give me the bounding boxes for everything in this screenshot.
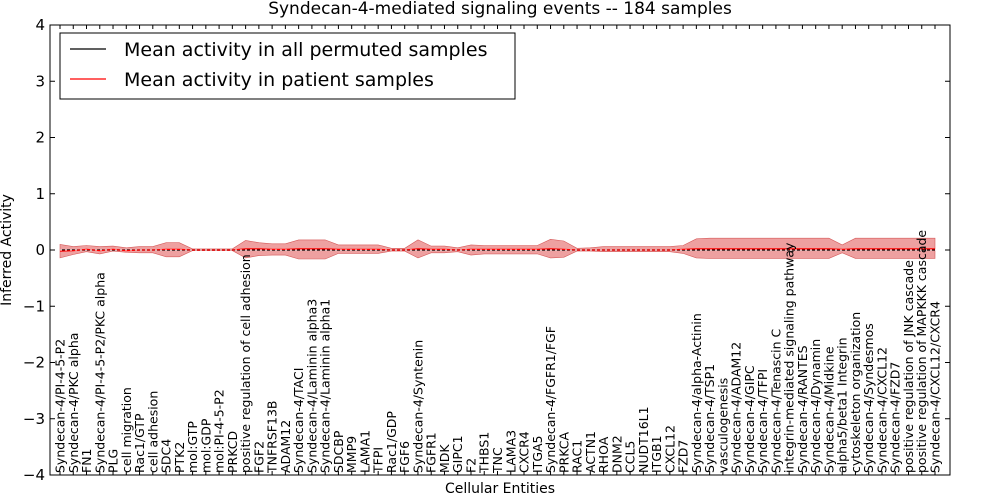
- x-tick-label: PTK2: [172, 442, 187, 473]
- x-tick-label: SDC4: [159, 439, 174, 473]
- legend: Mean activity in all permuted samples Me…: [59, 32, 516, 100]
- x-tick-label: Rac1/GTP: [132, 413, 147, 473]
- x-tick-label: mol:GDP: [198, 418, 213, 473]
- x-tick-label: cytoskeleton organization: [848, 312, 863, 473]
- x-tick-label: LAMA3: [503, 430, 518, 473]
- y-tick-labels: −4 −3 −2 −1 0 1 2 3 4: [23, 16, 950, 484]
- legend-box: [59, 32, 516, 100]
- x-tick-label: Rac1/GDP: [384, 411, 399, 473]
- x-tick-label: Syndecan-4/Dynamin: [808, 339, 823, 473]
- x-tick-label: Syndecan-4/FGFR1/FGF: [543, 326, 558, 473]
- x-tick-label: Syndecan-4/alpha-Actinin: [689, 313, 704, 473]
- x-tick-label: integrin-mediated signaling pathway: [782, 242, 797, 473]
- x-tick-label: F2: [464, 458, 479, 473]
- x-tick-label: NUDT16L1: [636, 406, 651, 473]
- plot-area: [50, 237, 950, 260]
- x-tick-label: Syndecan-4/TFPI: [755, 369, 770, 473]
- axes-frame: [49, 24, 951, 476]
- y-tick-label: 1: [35, 185, 45, 203]
- x-tick-label: CXCR4: [517, 431, 532, 473]
- x-tick-label: FGF2: [251, 441, 266, 473]
- y-tick-label: −4: [23, 466, 45, 484]
- x-tick-label: Syndecan-4/ADAM12: [729, 342, 744, 473]
- x-tick-label: Syndecan-4/Laminin alpha3: [304, 299, 319, 473]
- x-tick-label: Syndecan-4/Tenascin C: [768, 328, 783, 473]
- x-tick-label: DNM2: [609, 435, 624, 473]
- x-tick-label: Syndecan-4/CXCL12: [875, 347, 890, 473]
- x-tick-label: MMP9: [344, 436, 359, 473]
- x-tick-label: THBS1: [477, 432, 492, 474]
- x-tick-label: Syndecan-4/CXCL12/CXCR4: [928, 301, 943, 473]
- x-tick-label: positive regulation of MAPKKK cascade: [914, 230, 929, 473]
- y-tick-label: 4: [35, 16, 45, 34]
- x-tick-label: CCL5: [623, 441, 638, 473]
- x-tick-label: FZD7: [676, 440, 691, 473]
- x-tick-label: Syndecan-4/Syndesmos: [861, 323, 876, 473]
- x-tick-label: GIPC1: [450, 435, 465, 473]
- x-tick-label: PLG: [106, 449, 121, 473]
- x-tick-label: vasculogenesis: [715, 378, 730, 473]
- patient-spread-band: [59, 237, 936, 260]
- x-tick-label: alpha5/beta1 Integrin: [835, 337, 850, 473]
- y-axis-label: Inferred Activity: [0, 194, 15, 306]
- chart-title: Syndecan-4-mediated signaling events -- …: [268, 0, 732, 19]
- x-tick-label: RHOA: [596, 436, 611, 473]
- x-tick-label: positive regulation of JNK cascade: [901, 260, 916, 473]
- x-tick-label: TFPI: [371, 447, 386, 474]
- x-tick-label: Syndecan-4/Laminin alpha1: [318, 299, 333, 473]
- legend-label-permuted: Mean activity in all permuted samples: [124, 39, 487, 61]
- x-tick-label: MDK: [437, 444, 452, 473]
- x-tick-label: positive regulation of cell adhesion: [238, 254, 253, 473]
- x-tick-label: Syndecan-4/PI-4-5-P2/PKC alpha: [92, 272, 107, 473]
- x-tick-label: ITGA5: [530, 435, 545, 473]
- x-tick-label: LAMA1: [357, 430, 372, 473]
- x-tick-label: Syndecan-4/PKC alpha: [66, 333, 81, 473]
- x-tick-label: CXCL12: [662, 425, 677, 473]
- x-tick-label: Syndecan-4/GIPC: [742, 365, 757, 473]
- y-tick-label: −3: [23, 410, 45, 428]
- y-tick-label: 3: [35, 72, 45, 90]
- x-tick-label: mol:GTP: [185, 421, 200, 473]
- y-tick-label: −2: [23, 354, 45, 372]
- y-tick-label: 0: [35, 241, 45, 259]
- x-tick-label: Syndecan-4/PI-4-5-P2: [53, 339, 68, 473]
- x-tick-label: Syndecan-4/Syntenin: [411, 340, 426, 473]
- x-tick-label: FGF6: [397, 441, 412, 473]
- x-tick-label: mol:PI-4-5-P2: [212, 389, 227, 473]
- y-tick-label: −1: [23, 297, 45, 315]
- x-tick-label: ADAM12: [278, 420, 293, 473]
- x-tick-label: Syndecan-4/RANTES: [795, 345, 810, 473]
- x-tick-label: ACTN1: [583, 431, 598, 473]
- x-tick-label: ITGB1: [649, 435, 664, 473]
- x-tick-label: cell migration: [119, 387, 134, 473]
- x-tick-label: SDCBP: [331, 430, 346, 473]
- x-tick-label: cell adhesion: [145, 391, 160, 473]
- x-tick-label: TNC: [490, 447, 505, 474]
- x-tick-label: Syndecan-4/Midkine: [821, 346, 836, 473]
- x-tick-label: PRKCA: [556, 432, 571, 473]
- x-tick-label: TNFRSF13B: [265, 401, 280, 474]
- y-tick-label: 2: [35, 129, 45, 147]
- x-tick-label: Syndecan-4/FZD7: [888, 362, 903, 473]
- x-axis-label: Cellular Entities: [445, 481, 555, 497]
- x-tick-label: Syndecan-4/TSP1: [702, 364, 717, 473]
- x-tick-label: Syndecan-4/TACI: [291, 368, 306, 473]
- x-tick-label: PRKCD: [225, 431, 240, 473]
- x-tick-label: RAC1: [570, 440, 585, 473]
- legend-label-patient: Mean activity in patient samples: [124, 69, 434, 91]
- x-tick-label: FGFR1: [424, 432, 439, 473]
- x-tick-label: FN1: [79, 449, 94, 474]
